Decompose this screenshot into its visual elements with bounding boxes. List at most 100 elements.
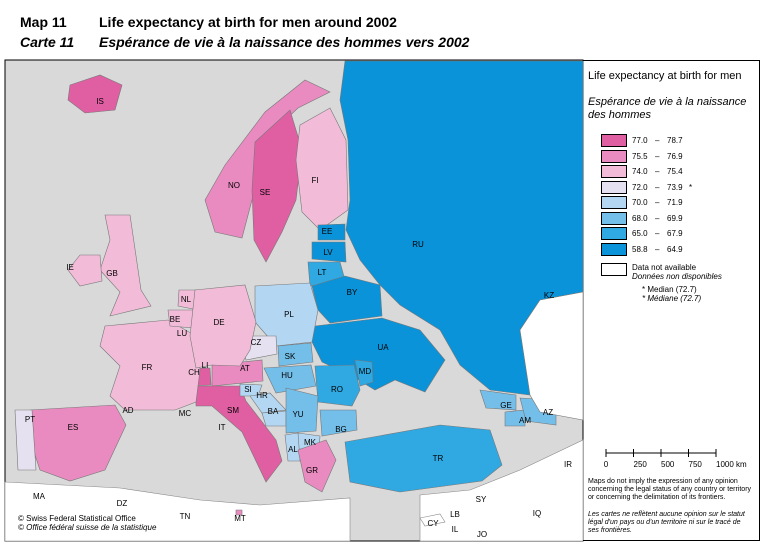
legend-swatch (601, 242, 627, 256)
land (4, 60, 584, 542)
country-label: IL (452, 525, 459, 534)
country-label: TN (180, 512, 191, 521)
country (504, 409, 526, 427)
legend-swatch (601, 227, 627, 240)
legend-dash: – (655, 151, 660, 161)
country (344, 424, 503, 493)
legend-dash: – (655, 182, 660, 192)
country-label: GB (106, 269, 118, 278)
country-label: RU (412, 240, 424, 249)
country (99, 214, 152, 317)
legend: Life expectancy at birth for men Espéran… (583, 60, 760, 541)
country (67, 74, 123, 114)
legend-from: 72.0 (632, 182, 648, 192)
country (14, 409, 37, 471)
map-title-fr: Espérance de vie à la naissance des homm… (99, 34, 470, 50)
country-label: LV (323, 248, 333, 257)
country-label: SE (260, 188, 271, 197)
country (519, 291, 584, 421)
copyright: © Swiss Federal Statistical Office (18, 514, 136, 523)
legend-to: 71.9 (667, 198, 683, 207)
legend-to: 69.9 (667, 213, 683, 223)
median: * Median (72.7) (642, 285, 697, 294)
country-label: HU (281, 371, 293, 380)
map-title: Life expectancy at birth for men around … (99, 14, 397, 30)
country-label: IQ (533, 509, 541, 518)
copyright-fr: © Office fédéral suisse de la statistiqu… (18, 523, 157, 532)
legend-swatch (601, 134, 627, 147)
country (189, 284, 257, 369)
country-label: BG (335, 425, 347, 434)
country-label: GE (500, 401, 512, 410)
legend-to: 78.7 (667, 136, 683, 145)
legend-from: 70.0 (632, 198, 648, 207)
legend-from: 74.0 (632, 167, 648, 176)
country-label: GR (306, 466, 318, 475)
country-label: HR (256, 391, 268, 400)
legend-from: 75.5 (632, 151, 648, 161)
country-label: LI (202, 361, 209, 370)
map-number: Map 11 (20, 14, 67, 30)
country (263, 364, 317, 394)
country (479, 389, 517, 411)
country-label: JO (477, 530, 487, 539)
country-label: CZ (251, 338, 262, 347)
cyprus (419, 513, 446, 527)
na-label: Data not available (632, 263, 697, 272)
scale-label: 250 (634, 460, 648, 469)
middle-east (419, 439, 584, 542)
country-label: IS (96, 97, 104, 106)
country-label: MA (33, 492, 46, 501)
country-label: BE (170, 315, 181, 324)
legend-dash: – (655, 136, 660, 145)
country (311, 241, 347, 263)
scale-bar: 0 250 500 750 1000 km (604, 449, 747, 469)
country (204, 79, 331, 239)
legend-from: 77.0 (632, 136, 648, 145)
country-label: FI (311, 176, 318, 185)
country (317, 223, 346, 241)
legend-swatch (601, 180, 627, 194)
country (297, 439, 337, 493)
scale-label: 500 (661, 460, 675, 469)
legend-dash: – (655, 244, 660, 254)
country-label: MK (304, 438, 317, 447)
country-label: SY (476, 495, 487, 504)
country-label: FR (142, 363, 153, 372)
na-label-fr: Données non disponibles (632, 272, 722, 281)
country-label: IE (66, 263, 74, 272)
legend-to: 75.4 (667, 167, 683, 176)
country-label: AT (240, 364, 250, 373)
country-label: LT (318, 268, 327, 277)
country (285, 387, 319, 434)
country-label: YU (292, 410, 303, 419)
country-label: AL (288, 445, 298, 454)
country-label: MD (359, 367, 372, 376)
country-label: UA (377, 343, 389, 352)
legend-dash: – (655, 213, 660, 223)
disclaimer: Maps do not imply the expression of any … (588, 478, 752, 501)
legend-title: Life expectancy at birth for men (588, 70, 742, 82)
country (319, 409, 358, 437)
legend-dash: – (655, 167, 660, 176)
country-label: IR (564, 460, 572, 469)
na-swatch (601, 263, 627, 276)
country-label: SM (227, 406, 239, 415)
legend-from: 68.0 (632, 213, 648, 223)
country (235, 509, 243, 516)
legend-from: 65.0 (632, 229, 648, 238)
country-label: TR (433, 454, 444, 463)
country (354, 359, 374, 387)
north-africa (4, 481, 351, 542)
country-label: ES (68, 423, 79, 432)
country (211, 359, 264, 387)
legend-swatch (601, 165, 627, 178)
scale-label: 0 (604, 460, 609, 469)
country-label: PT (25, 415, 35, 424)
legend-swatch (601, 196, 627, 209)
country-label: BA (268, 407, 279, 416)
legend-dash: – (655, 198, 660, 207)
country (99, 319, 201, 411)
